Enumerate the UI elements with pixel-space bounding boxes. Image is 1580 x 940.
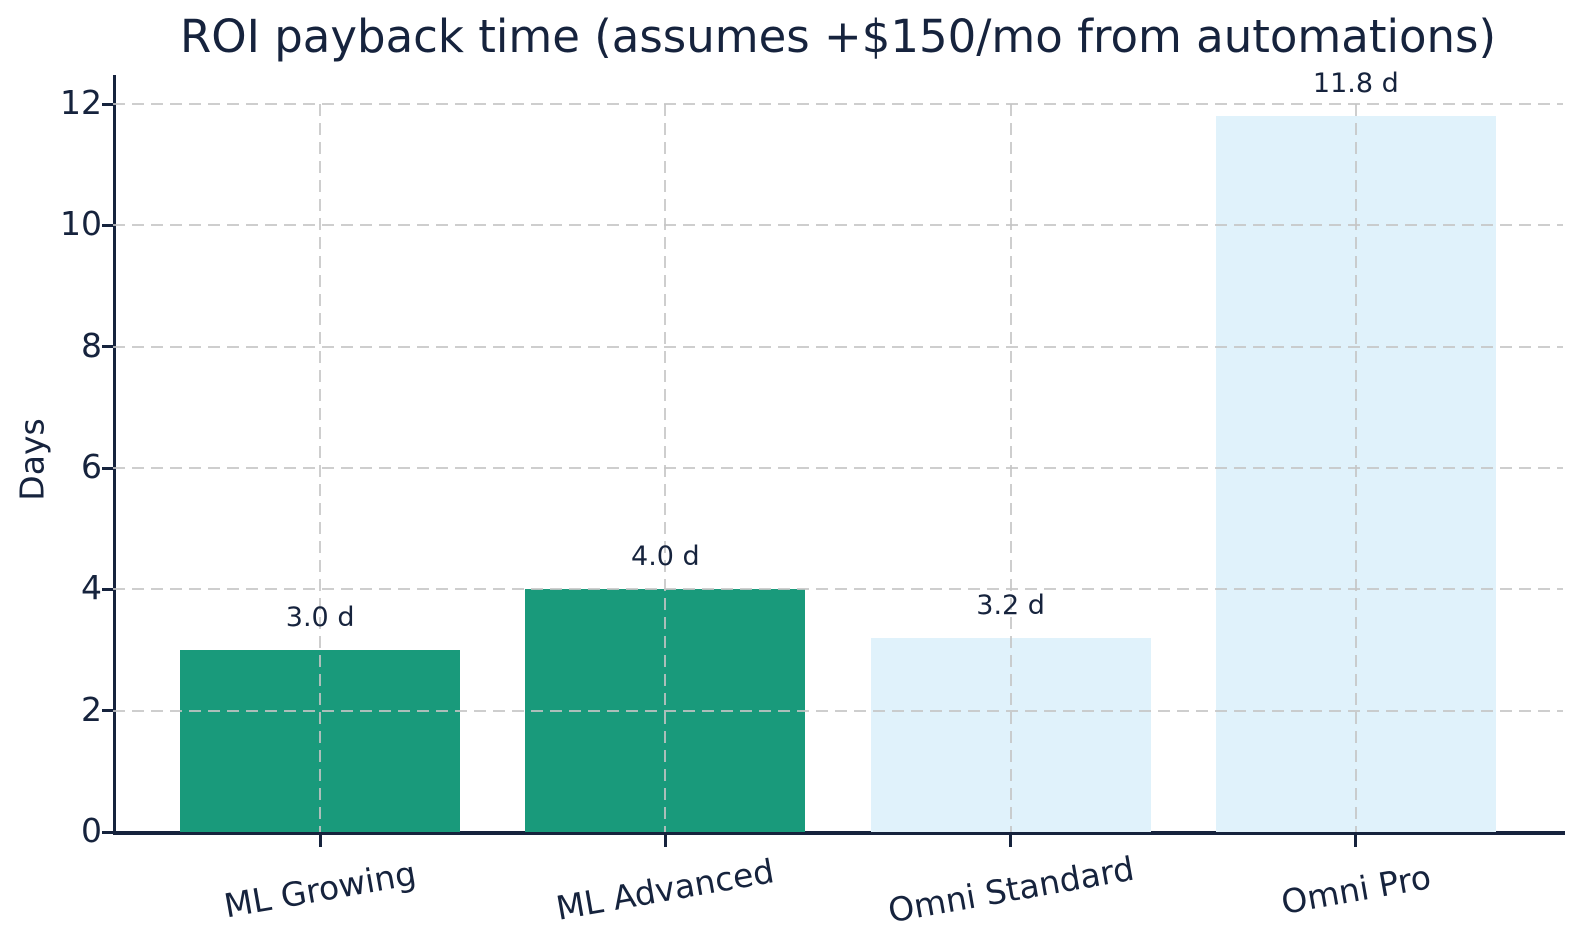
y-tick-mark bbox=[102, 466, 113, 470]
v-gridline-omni-pro bbox=[1354, 104, 1357, 832]
h-gridline-12 bbox=[113, 103, 1563, 105]
y-tick-mark bbox=[102, 709, 113, 713]
x-tick-mark bbox=[318, 835, 322, 847]
y-tick-label: 0 bbox=[81, 811, 102, 850]
h-gridline-10 bbox=[113, 224, 1563, 227]
v-gridline-omni-standard bbox=[1009, 104, 1012, 832]
h-gridline-6 bbox=[113, 467, 1563, 469]
h-gridline-2 bbox=[113, 709, 1563, 712]
chart-title: ROI payback time (assumes +$150/mo from … bbox=[179, 10, 1497, 63]
x-tick-mark bbox=[1354, 835, 1358, 847]
v-gridline-ml-growing bbox=[319, 104, 322, 832]
y-tick-mark bbox=[102, 587, 113, 591]
x-tick-mark bbox=[663, 835, 667, 847]
bar-value-label: 3.2 d bbox=[976, 589, 1045, 621]
y-tick-mark bbox=[102, 223, 113, 227]
bar-value-label: 3.0 d bbox=[285, 602, 355, 633]
x-tick-label-omni-pro: Omni Pro bbox=[1278, 857, 1434, 922]
x-axis-line bbox=[113, 831, 1565, 835]
x-tick-label-omni-standard: Omni Standard bbox=[884, 848, 1137, 931]
plot-area: 3.0 d 4.0 d 3.2 d 11.8 d bbox=[113, 68, 1563, 832]
x-tick-label-ml-growing: ML Growing bbox=[221, 853, 420, 926]
y-tick-label: 10 bbox=[60, 204, 102, 244]
h-gridline-4 bbox=[113, 588, 1563, 591]
y-tick-label: 2 bbox=[81, 689, 102, 729]
x-tick-label-ml-advanced: ML Advanced bbox=[553, 851, 778, 928]
y-tick-mark bbox=[102, 345, 113, 349]
y-tick-mark bbox=[102, 830, 113, 834]
y-tick-label: 8 bbox=[81, 325, 102, 365]
h-gridline-8 bbox=[113, 345, 1563, 348]
v-gridline-ml-advanced bbox=[664, 104, 667, 832]
y-tick-mark bbox=[102, 102, 113, 106]
y-tick-label: 6 bbox=[81, 447, 102, 486]
x-tick-mark bbox=[1009, 835, 1013, 847]
y-tick-label: 12 bbox=[60, 83, 102, 122]
y-tick-label: 4 bbox=[81, 568, 102, 608]
bar-value-label: 11.8 d bbox=[1312, 68, 1399, 100]
y-axis-line bbox=[113, 75, 116, 834]
bar-value-label: 4.0 d bbox=[631, 541, 700, 573]
